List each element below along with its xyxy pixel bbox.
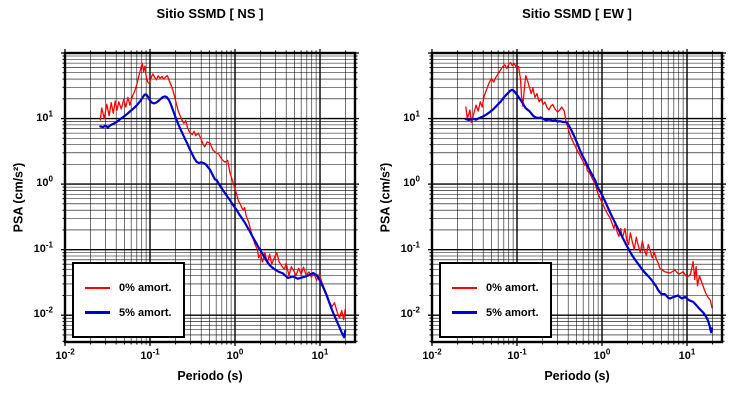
- chart-svg: [61, 49, 359, 346]
- y-tick-label: 101: [403, 108, 420, 124]
- legend-label: 0% amort.: [486, 281, 539, 294]
- plot-title: Sitio SSMD [ EW ]: [522, 6, 632, 21]
- x-tick-label: 10-2: [55, 347, 75, 362]
- legend-item: 5% amort.: [85, 307, 183, 319]
- y-tick-label: 10-1: [33, 239, 53, 255]
- legend-item: 5% amort.: [452, 307, 550, 319]
- x-axis-label: Periodo (s): [177, 369, 243, 383]
- y-tick-label: 10-2: [400, 305, 420, 321]
- legend-label: 5% amort.: [486, 306, 539, 319]
- x-tick-label: 101: [678, 347, 696, 362]
- y-tick-label: 10-2: [33, 305, 53, 321]
- curve-0-amort-: [465, 62, 713, 309]
- chart-svg: [428, 49, 726, 346]
- x-tick-label: 100: [226, 347, 244, 362]
- y-tick-label: 101: [36, 108, 53, 124]
- y-tick-label: 100: [36, 174, 53, 190]
- plot-ew: Sitio SSMD [ EW ] PSA (cm/s²) Periodo (s…: [367, 0, 730, 400]
- x-tick-label: 10-2: [422, 347, 442, 362]
- x-tick-label: 10-1: [507, 347, 527, 362]
- legend-line-0pct: [85, 286, 110, 289]
- curve-0-amort-: [99, 62, 346, 321]
- x-tick-label: 10-1: [140, 347, 160, 362]
- legend-label: 5% amort.: [119, 306, 172, 319]
- x-tick-label: 101: [311, 347, 329, 362]
- legend-item: 0% amort.: [452, 282, 550, 294]
- legend-line-5pct: [85, 311, 110, 314]
- x-axis-label: Periodo (s): [544, 369, 610, 383]
- curve-5-amort-: [464, 88, 714, 334]
- plot-ns: Sitio SSMD [ NS ] PSA (cm/s²) Periodo (s…: [0, 0, 363, 400]
- curve-5-amort-: [99, 93, 347, 339]
- chart-canvas: [424, 45, 730, 350]
- x-tick-label: 100: [593, 347, 611, 362]
- y-tick-label: 10-1: [400, 239, 420, 255]
- legend: 0% amort. 5% amort.: [439, 262, 552, 338]
- legend-item: 0% amort.: [85, 282, 183, 294]
- y-tick-label: 100: [403, 174, 420, 190]
- chart-canvas: [57, 45, 363, 350]
- legend-line-0pct: [452, 286, 477, 289]
- plot-title: Sitio SSMD [ NS ]: [156, 6, 264, 21]
- legend-line-5pct: [452, 311, 477, 314]
- legend-label: 0% amort.: [119, 281, 172, 294]
- legend: 0% amort. 5% amort.: [72, 262, 185, 338]
